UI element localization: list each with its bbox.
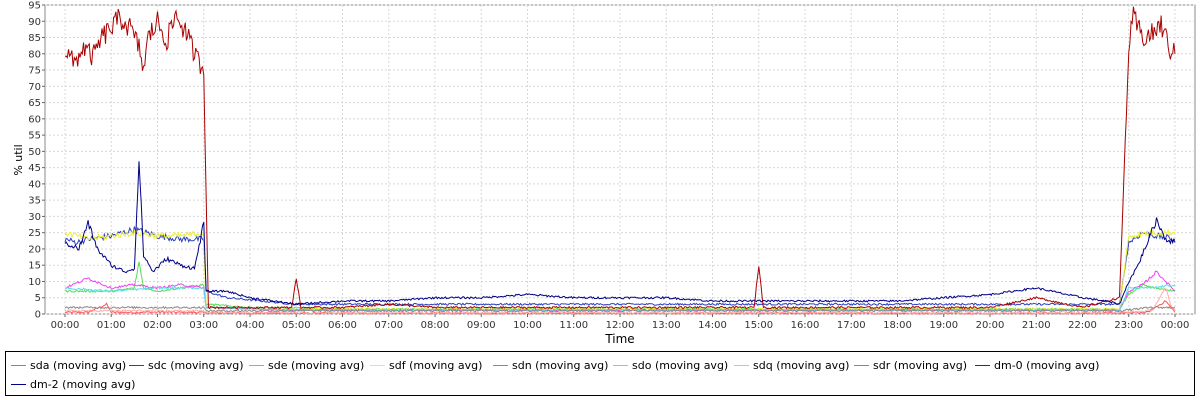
x-tick-label: 22:00: [1068, 320, 1097, 331]
series-line-1: [64, 226, 1176, 307]
y-tick-label: 25: [28, 228, 41, 239]
legend-label: sde (moving avg): [268, 358, 365, 372]
x-tick-label: 12:00: [606, 320, 635, 331]
legend-swatch: [613, 364, 628, 366]
y-tick-label: 40: [28, 179, 41, 190]
series-layer: [64, 6, 1176, 315]
y-tick-label: 5: [35, 293, 41, 304]
legend-item: sdr (moving avg): [854, 357, 967, 373]
legend-item: sde (moving avg): [249, 357, 364, 373]
y-tick-label: 80: [28, 49, 41, 60]
series-line-7: [64, 305, 1176, 313]
x-tick-label: 03:00: [189, 320, 218, 331]
x-tick-label: 06:00: [328, 320, 357, 331]
legend-label: sdo (moving avg): [632, 358, 729, 372]
grid-layer: [45, 4, 1195, 315]
x-tick-label: 09:00: [467, 320, 496, 331]
legend-label: sdr (moving avg): [873, 358, 968, 372]
y-tick-label: 20: [28, 244, 41, 255]
legend-item: dm-0 (moving avg): [975, 357, 1099, 373]
y-tick-label: 55: [28, 131, 41, 142]
legend-label: sdf (moving avg): [389, 358, 483, 372]
legend-item: sdo (moving avg): [613, 357, 728, 373]
x-tick-label: 00:00: [1161, 320, 1190, 331]
y-tick-label: 10: [28, 277, 41, 288]
line-chart: 0 5 10 15 20 25 30 35 40 45 50 55 60 65 70 75 80 85 90 95 00…: [12, 1, 1196, 346]
x-tick-label: 10:00: [513, 320, 542, 331]
y-tick-label: 75: [28, 66, 41, 77]
legend-swatch: [249, 364, 264, 366]
x-tick-label: 00:00: [51, 320, 80, 331]
legend-label: sda (moving avg): [30, 358, 127, 372]
legend-item: sda (moving avg): [11, 357, 126, 373]
legend-label: dm-0 (moving avg): [994, 358, 1100, 372]
x-tick-label: 02:00: [143, 320, 172, 331]
y-tick-label: 35: [28, 196, 41, 207]
legend-swatch: [975, 364, 990, 366]
x-tick-label: 20:00: [976, 320, 1005, 331]
y-tick-label: 60: [28, 114, 41, 125]
y-tick-label: 50: [28, 147, 41, 158]
legend-label: dm-2 (moving avg): [30, 377, 136, 391]
y-tick-label: 65: [28, 98, 41, 109]
y-axis-label: % util: [12, 144, 25, 175]
y-tick-label: 30: [28, 212, 41, 223]
legend-label: sdn (moving avg): [512, 358, 609, 372]
x-tick-label: 18:00: [883, 320, 912, 331]
plot-background: [44, 4, 1196, 315]
legend-swatch: [129, 364, 144, 366]
legend-item: dm-2 (moving avg): [11, 376, 135, 392]
x-tick-label: 16:00: [791, 320, 820, 331]
x-tick-label: 14:00: [698, 320, 727, 331]
legend: sda (moving avg) sdc (moving avg) sde (mov…: [5, 351, 1195, 396]
y-tick-label: 90: [28, 17, 41, 28]
legend-item: sdc (moving avg): [129, 357, 244, 373]
series-line-6: [64, 288, 1176, 315]
legend-item: sdq (moving avg): [734, 357, 849, 373]
legend-swatch: [854, 364, 869, 366]
y-tick-label: 70: [28, 82, 41, 93]
x-tick-label: 19:00: [929, 320, 958, 331]
legend-swatch: [493, 364, 508, 366]
legend-swatch: [11, 383, 26, 385]
x-tick-label: 15:00: [744, 320, 773, 331]
x-tick-label: 13:00: [652, 320, 681, 331]
x-tick-label: 08:00: [421, 320, 450, 331]
x-tick-label: 11:00: [559, 320, 588, 331]
legend-item: sdf (moving avg): [370, 357, 482, 373]
series-line-8: [64, 6, 1176, 310]
y-tick-label: 15: [28, 261, 41, 272]
legend-swatch: [370, 364, 385, 366]
legend-swatch: [11, 364, 26, 366]
x-tick-label: 21:00: [1022, 320, 1051, 331]
x-tick-label: 01:00: [97, 320, 126, 331]
x-tick-label: 17:00: [837, 320, 866, 331]
legend-swatch: [734, 364, 749, 366]
y-tick-label: 45: [28, 163, 41, 174]
x-tick-label: 23:00: [1114, 320, 1143, 331]
legend-label: sdq (moving avg): [753, 358, 850, 372]
series-line-9: [64, 161, 1176, 306]
x-tick-label: 05:00: [282, 320, 311, 331]
y-tick-label: 95: [28, 1, 41, 12]
x-tick-label: 04:00: [236, 320, 265, 331]
y-tick-label: 85: [28, 33, 41, 44]
legend-item: sdn (moving avg): [493, 357, 608, 373]
x-tick-label: 07:00: [374, 320, 403, 331]
legend-label: sdc (moving avg): [148, 358, 244, 372]
y-tick-label: 0: [35, 310, 41, 321]
x-axis-label: Time: [604, 332, 634, 346]
axes-layer: 0 5 10 15 20 25 30 35 40 45 50 55 60 65 70 75 80 85 90 95 00…: [28, 1, 1189, 332]
